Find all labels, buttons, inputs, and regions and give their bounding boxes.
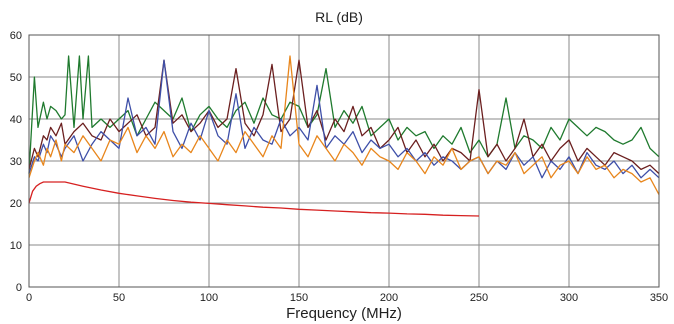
x-tick-label: 100 (200, 292, 218, 304)
plot-frame (28, 34, 660, 288)
y-tick-label: 60 (10, 30, 22, 42)
x-tick-label: 250 (470, 292, 488, 304)
y-tick-label: 30 (10, 156, 22, 168)
x-tick-label: 0 (26, 292, 32, 304)
x-tick-label: 200 (380, 292, 398, 304)
y-tick-labels: 0 10 20 30 40 50 60 (10, 30, 22, 294)
y-tick-label: 40 (10, 114, 22, 126)
data-lines (28, 55, 660, 217)
x-axis-label: Frequency (MHz) (286, 305, 402, 322)
x-tick-label: 50 (113, 292, 125, 304)
y-tick-label: 0 (16, 282, 22, 294)
x-tick-label: 150 (290, 292, 308, 304)
y-tick-label: 10 (10, 240, 22, 252)
limit-line (28, 181, 480, 217)
x-tick-labels: 0 50 100 150 200 250 300 350 (26, 292, 668, 304)
grid-lines (29, 35, 659, 287)
series-line-2 (28, 59, 660, 175)
y-tick-label: 50 (10, 72, 22, 84)
series-line-4 (28, 55, 660, 195)
series-line-1 (28, 55, 660, 174)
x-tick-label: 300 (560, 292, 578, 304)
chart-title: RL (dB) (315, 9, 363, 25)
y-tick-label: 20 (10, 198, 22, 210)
x-tick-label: 350 (650, 292, 668, 304)
